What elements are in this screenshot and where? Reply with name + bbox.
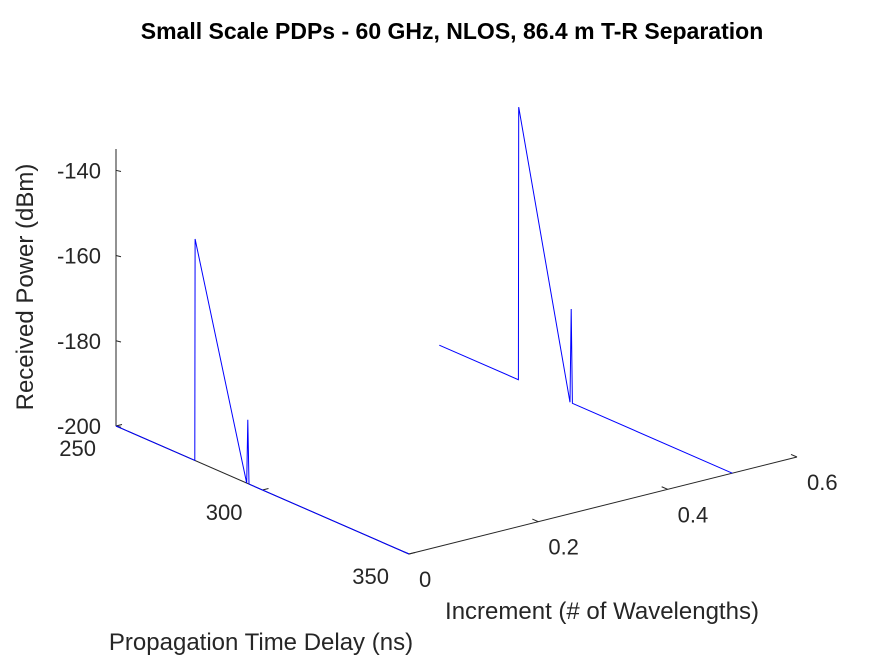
- y-tick-label: 350: [352, 564, 389, 589]
- z-tick-mark: [115, 255, 122, 258]
- z-axis-label: Received Power (dBm): [12, 164, 39, 411]
- x-axis-label: Increment (# of Wavelengths): [445, 598, 759, 625]
- z-tick-mark: [115, 340, 122, 343]
- x-tick-mark: [532, 518, 539, 523]
- z-tick-label: -160: [57, 244, 101, 269]
- y-tick-mark: [262, 488, 269, 491]
- y-tick-mark: [115, 424, 123, 427]
- x-tick-label: 0: [419, 567, 431, 592]
- x-axis-line: [408, 456, 798, 555]
- z-ticks: -140 -160 -180 -200: [57, 158, 122, 439]
- x-tick-mark: [790, 453, 798, 458]
- x-tick-label: 0.4: [678, 502, 709, 527]
- y-ticks: 250 300 350: [59, 424, 416, 589]
- z-tick-mark: [115, 169, 122, 172]
- z-tick-label: -180: [57, 329, 101, 354]
- z-tick-label: -200: [57, 414, 101, 439]
- y-tick-label: 250: [59, 436, 96, 461]
- y-tick-label: 300: [206, 500, 243, 525]
- y-axis-label: Propagation Time Delay (ns): [109, 629, 413, 656]
- axes: [115, 149, 798, 555]
- x-tick-mark: [661, 486, 668, 490]
- z-tick-label: -140: [57, 158, 101, 183]
- pdp-series-1: [439, 107, 733, 474]
- pdp-series-0: [115, 238, 410, 555]
- y-tick-mark: [408, 552, 416, 555]
- series-group: [115, 107, 733, 555]
- x-ticks: 0 0.2 0.4 0.6: [402, 453, 838, 592]
- chart-title: Small Scale PDPs - 60 GHz, NLOS, 86.4 m …: [141, 18, 764, 44]
- x-tick-label: 0.6: [807, 470, 838, 495]
- x-tick-label: 0.2: [548, 535, 579, 560]
